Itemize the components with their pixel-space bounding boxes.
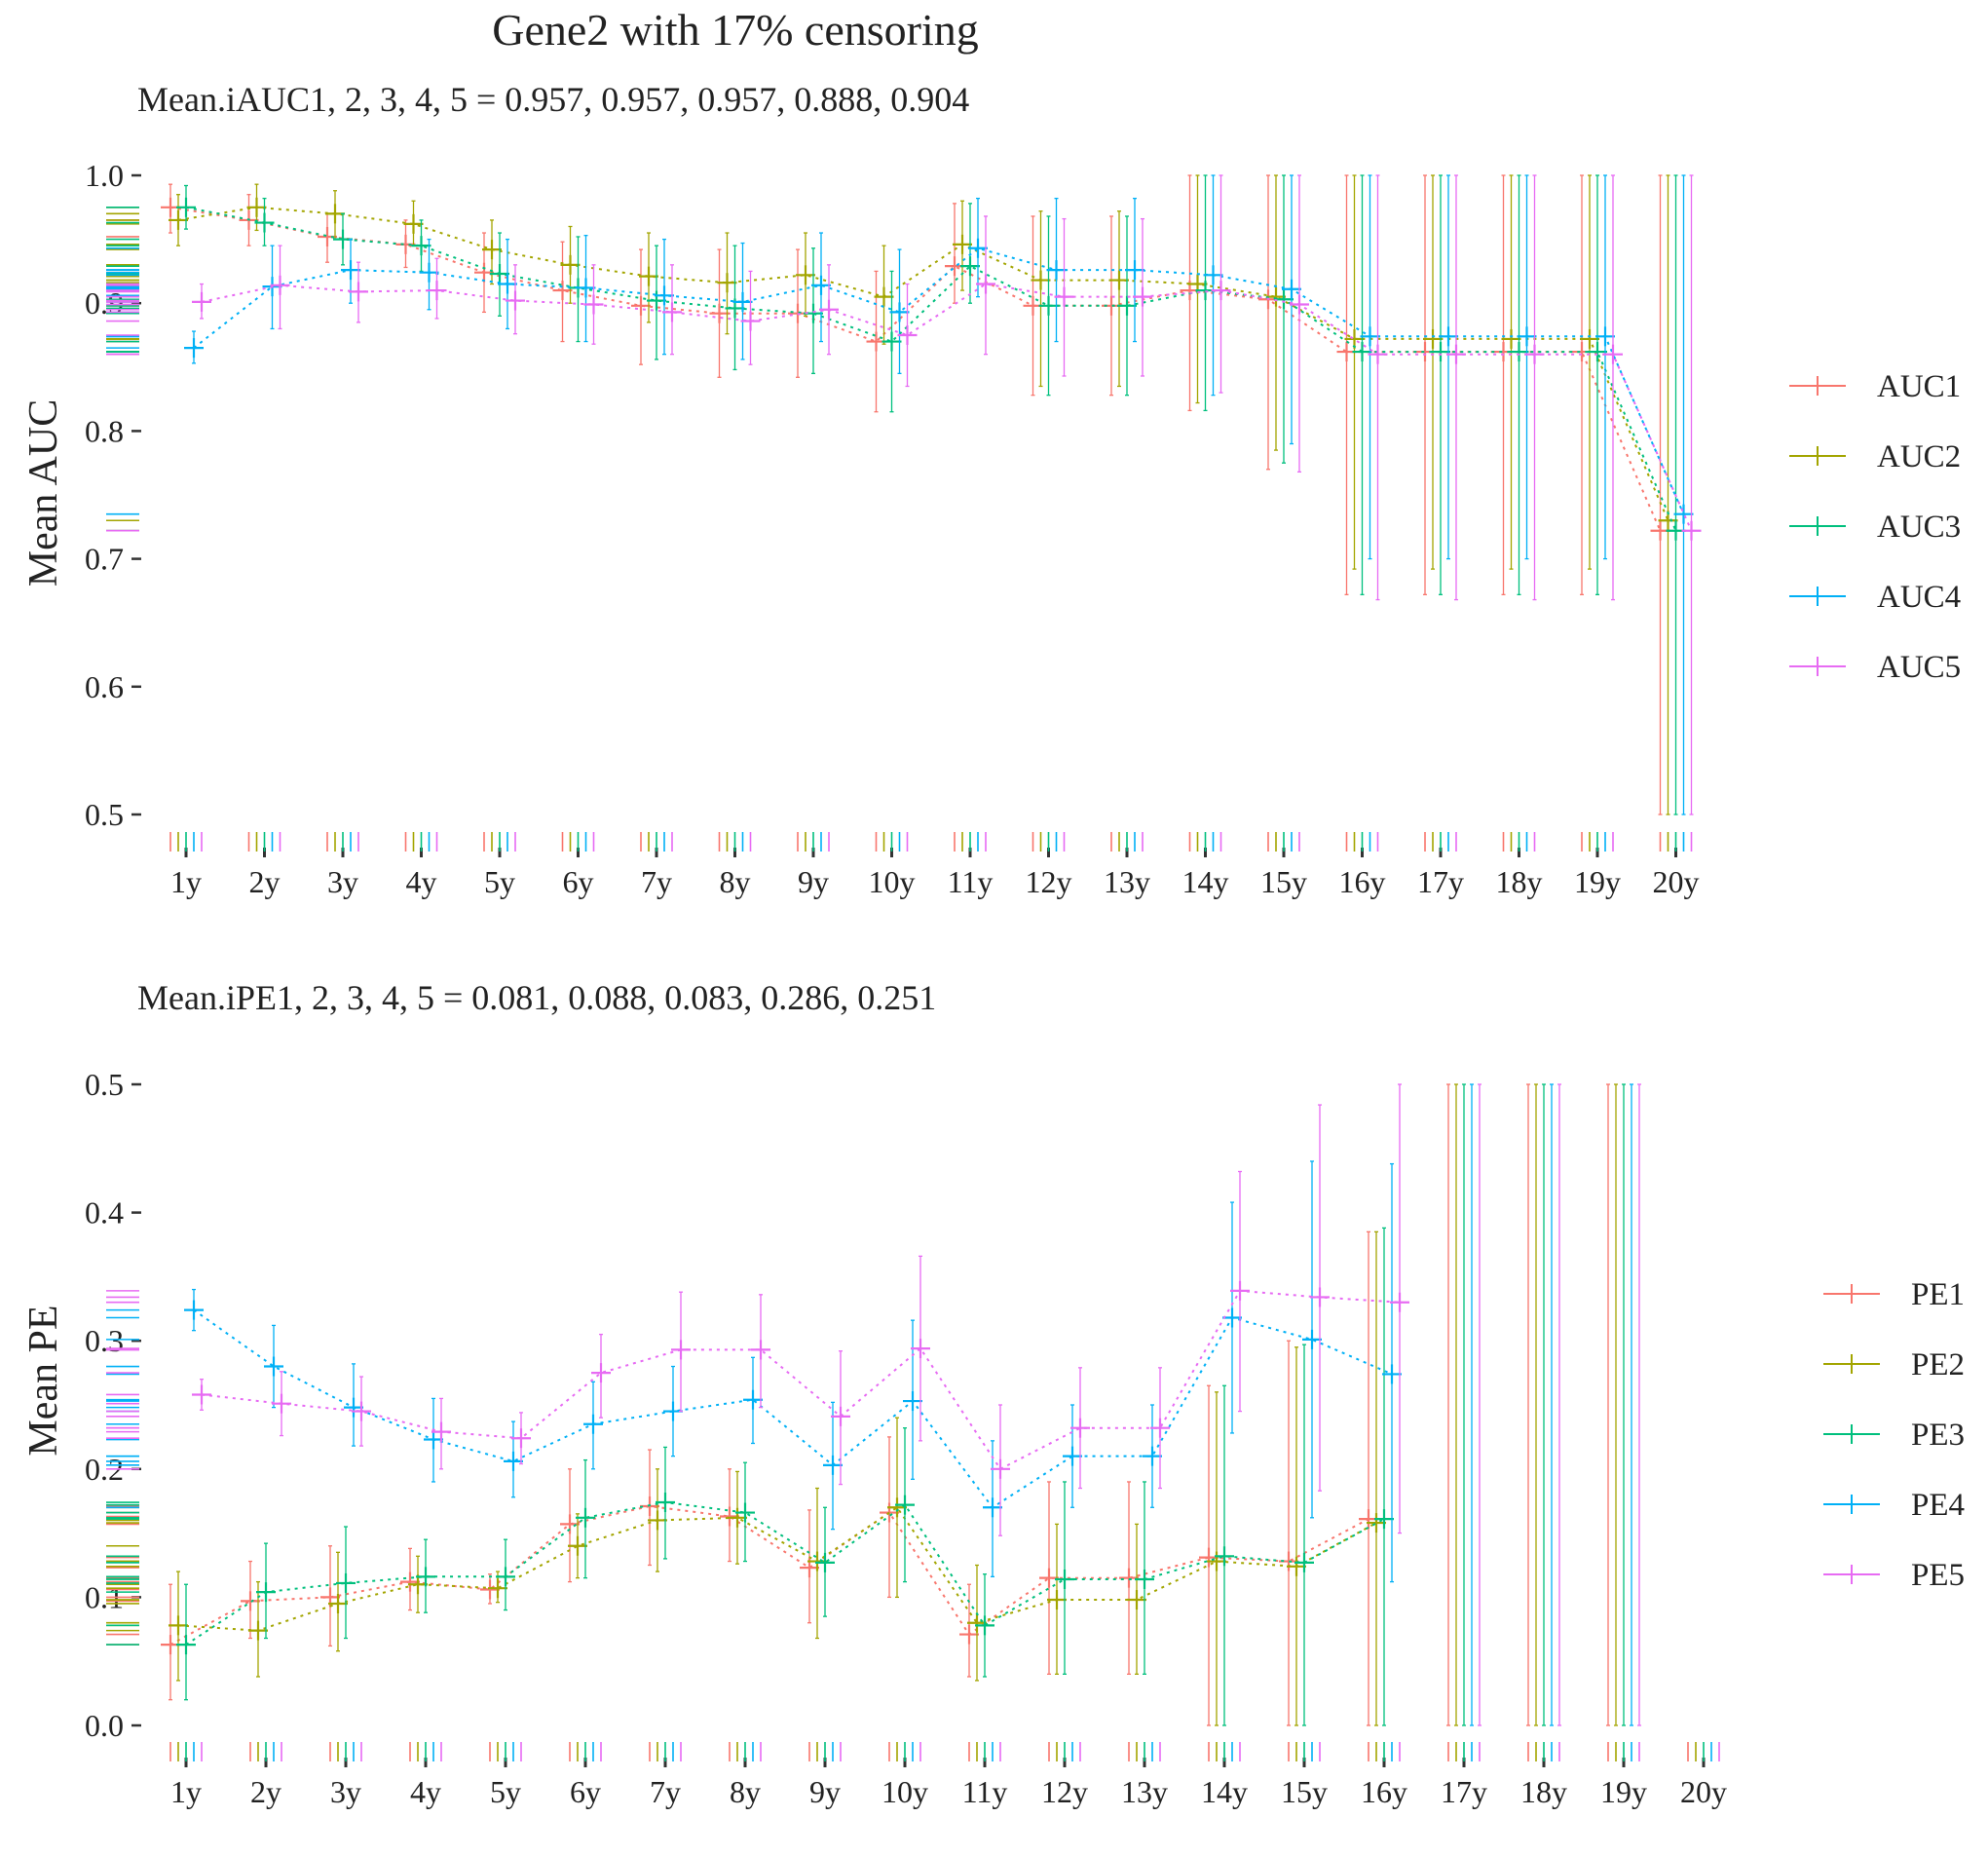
x-tick-label: 13y (1104, 864, 1150, 899)
x-tick-label: 3y (330, 1774, 361, 1809)
legend-item-PE1: PE1 (1911, 1277, 1965, 1312)
x-tick-label: 8y (730, 1774, 761, 1809)
y-tick-label: 0.0 (85, 1708, 124, 1743)
legend-item-PE2: PE2 (1911, 1347, 1965, 1382)
x-tick-label: 20y (1653, 864, 1700, 899)
legend-item-AUC1: AUC1 (1877, 369, 1961, 404)
x-tick-label: 18y (1496, 864, 1543, 899)
pe-subtitle: Mean.iPE1, 2, 3, 4, 5 = 0.081, 0.088, 0.… (137, 978, 936, 1017)
x-tick-label: 14y (1182, 864, 1229, 899)
x-tick-label: 10y (869, 864, 916, 899)
auc-subtitle: Mean.iAUC1, 2, 3, 4, 5 = 0.957, 0.957, 0… (137, 80, 969, 119)
series-line-PE3 (185, 1500, 1385, 1646)
legend-item-PE3: PE3 (1911, 1418, 1965, 1453)
y-tick-label: 0.4 (85, 1195, 124, 1230)
x-tick-label: 4y (406, 864, 437, 899)
x-tick-label: 11y (948, 864, 994, 899)
x-tick-label: 7y (641, 864, 672, 899)
x-tick-label: 5y (484, 864, 515, 899)
x-tick-label: 15y (1281, 1774, 1328, 1809)
pe-legend: PE1 PE2 PE3 PE4 PE5 (1823, 1277, 1965, 1593)
pe-y-axis-label: Mean PE (21, 1305, 66, 1456)
x-tick-label: 17y (1441, 1774, 1487, 1809)
series-line-PE1 (169, 1504, 1369, 1646)
x-tick-label: 18y (1520, 1774, 1567, 1809)
figure-title: Gene2 with 17% censoring (492, 5, 979, 55)
x-tick-label: 12y (1026, 864, 1072, 899)
x-tick-label: 20y (1680, 1774, 1727, 1809)
x-tick-label: 1y (170, 1774, 202, 1809)
series-line-PE4 (193, 1308, 1393, 1509)
auc-legend: AUC1 AUC2 AUC3 AUC4 AUC5 (1789, 369, 1961, 685)
x-tick-label: 16y (1361, 1774, 1407, 1809)
x-tick-label: 3y (327, 864, 358, 899)
y-tick-label: 0.8 (85, 413, 124, 448)
y-tick-label: 0.6 (85, 669, 124, 704)
series-line-AUC1 (169, 206, 1662, 532)
legend-item-AUC2: AUC2 (1877, 439, 1961, 474)
x-tick-label: 19y (1600, 1774, 1647, 1809)
x-tick-label: 13y (1121, 1774, 1168, 1809)
y-tick-label: 0.7 (85, 542, 124, 577)
auc-y-axis-label: Mean AUC (21, 399, 66, 587)
x-tick-label: 12y (1041, 1774, 1088, 1809)
y-tick-label: 0.5 (85, 1067, 124, 1102)
auc-plot-panel: 0.50.60.70.80.91.01y 2y 3y 4y 5y 6y 7y 8y 9y 10y 1… (85, 158, 1702, 899)
x-tick-label: 9y (798, 864, 829, 899)
x-tick-label: 5y (490, 1774, 521, 1809)
y-tick-label: 1.0 (85, 158, 124, 193)
x-tick-label: 2y (249, 864, 281, 899)
x-tick-label: 4y (410, 1774, 441, 1809)
series-line-AUC5 (201, 283, 1693, 532)
x-tick-label: 7y (650, 1774, 681, 1809)
x-tick-label: 10y (881, 1774, 928, 1809)
x-tick-label: 6y (570, 1774, 601, 1809)
legend-item-AUC3: AUC3 (1877, 510, 1961, 545)
series-line-AUC3 (185, 206, 1677, 532)
pe-plot-panel: 0.00.10.20.30.40.51y 2y 3y 4y 5y 6y 7y 8y 9y 10y 1… (85, 1067, 1727, 1809)
series-line-PE5 (201, 1289, 1401, 1471)
legend-item-PE5: PE5 (1911, 1558, 1965, 1593)
x-tick-label: 6y (563, 864, 594, 899)
x-tick-label: 16y (1339, 864, 1386, 899)
x-tick-label: 14y (1201, 1774, 1248, 1809)
y-tick-label: 0.5 (85, 797, 124, 832)
legend-item-AUC4: AUC4 (1877, 580, 1961, 615)
x-tick-label: 9y (809, 1774, 841, 1809)
legend-item-AUC5: AUC5 (1877, 650, 1961, 685)
x-tick-label: 19y (1574, 864, 1621, 899)
x-tick-label: 1y (170, 864, 202, 899)
y-tick-label: 0.3 (85, 1323, 124, 1358)
x-tick-label: 15y (1260, 864, 1307, 899)
legend-item-PE4: PE4 (1911, 1488, 1965, 1523)
x-tick-label: 11y (962, 1774, 1008, 1809)
x-tick-label: 8y (720, 864, 751, 899)
x-tick-label: 2y (250, 1774, 281, 1809)
series-line-PE2 (177, 1505, 1377, 1632)
x-tick-label: 17y (1417, 864, 1464, 899)
series-line-AUC2 (177, 206, 1669, 521)
series-line-AUC4 (193, 246, 1685, 515)
